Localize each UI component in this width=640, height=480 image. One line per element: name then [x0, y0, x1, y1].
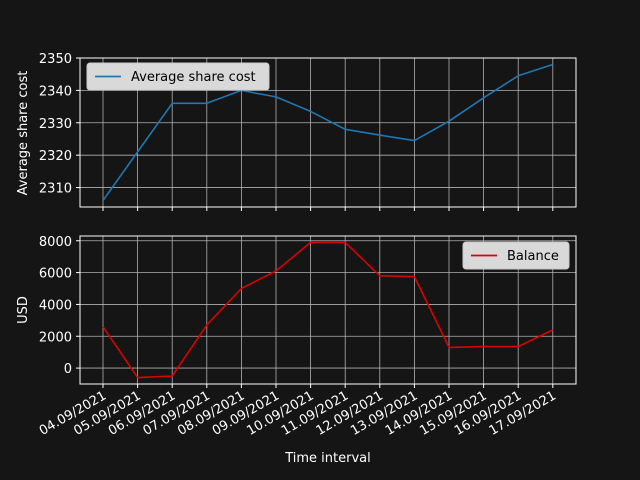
bottom-y-tick-label: 4000 [39, 298, 72, 313]
bottom-y-tick-label: 8000 [39, 235, 72, 250]
top-y-tick-label: 2320 [39, 149, 72, 164]
top-y-axis-label: Average share cost [16, 71, 31, 196]
bottom-y-tick-label: 0 [64, 362, 72, 377]
bottom-y-tick-label: 2000 [39, 330, 72, 345]
bottom-y-axis-ticks: 0 2000 4000 6000 8000 [39, 235, 80, 377]
bottom-series-line [102, 241, 554, 379]
bottom-legend-box [462, 241, 570, 270]
top-y-axis-ticks: 2310 2320 2330 2340 2350 [39, 52, 80, 197]
top-x-axis-ticks [102, 207, 554, 211]
top-legend-box [86, 62, 270, 91]
top-plot-area [102, 63, 554, 201]
bottom-plot-area [102, 241, 554, 379]
top-y-tick-label: 2310 [39, 182, 72, 197]
bottom-y-axis-label: USD [16, 296, 31, 324]
bottom-legend: Balance [462, 241, 570, 270]
top-y-tick-label: 2330 [39, 117, 72, 132]
x-axis-label: Time interval [284, 451, 371, 466]
top-axes-frame [79, 57, 577, 208]
bottom-legend-label: Balance [507, 249, 559, 264]
top-legend-label: Average share cost [131, 70, 256, 85]
top-legend: Average share cost [86, 62, 270, 91]
bottom-axes-frame [79, 235, 577, 385]
top-y-tick-label: 2350 [39, 52, 72, 67]
bottom-y-tick-label: 6000 [39, 267, 72, 282]
top-y-tick-label: 2340 [39, 84, 72, 99]
top-series-line [102, 63, 554, 201]
